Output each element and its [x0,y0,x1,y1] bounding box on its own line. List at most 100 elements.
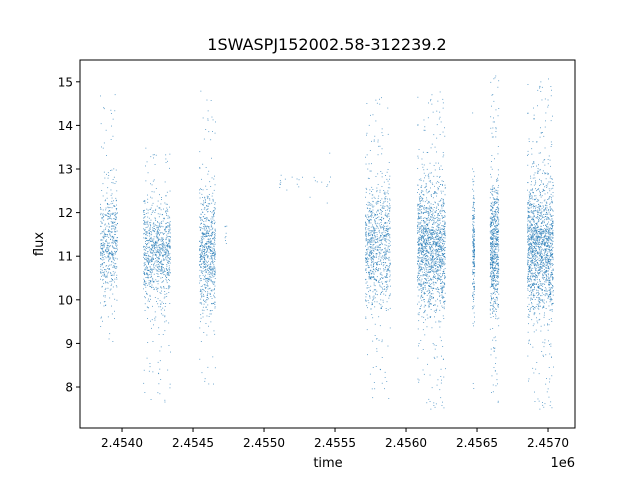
data-point [157,258,159,260]
data-point [430,287,432,289]
data-point [152,238,154,240]
data-point [430,234,432,236]
data-point [371,186,373,188]
data-point [493,367,495,368]
data-point [374,220,376,222]
data-point [112,341,114,342]
data-point [206,99,208,101]
data-point [380,286,382,288]
data-point [387,180,389,182]
data-point [107,282,109,284]
data-point [436,124,438,126]
data-point [147,216,149,218]
data-point [161,266,163,267]
data-point [438,251,440,253]
data-point [490,210,492,212]
data-point [381,232,382,234]
data-point [143,200,145,202]
data-point [155,241,157,243]
data-point [425,233,427,235]
data-point [493,337,495,339]
data-point [420,223,422,225]
data-point [376,264,377,265]
data-point [200,188,201,190]
data-point [385,262,387,264]
data-point [433,243,434,245]
data-point [384,222,386,224]
data-point [151,252,153,254]
data-point [151,260,153,262]
data-point [367,204,369,206]
data-point [492,286,494,288]
data-point [438,261,440,263]
data-point [161,247,163,249]
data-point [103,107,105,109]
data-point [437,278,439,279]
data-point [432,232,434,234]
data-point [153,268,154,270]
data-point [200,290,202,292]
data-point [426,314,428,316]
data-point [160,237,162,239]
data-point [421,260,423,262]
data-point [209,313,211,315]
data-point [154,247,156,249]
data-point [167,255,168,257]
data-point [491,283,492,285]
data-point [373,232,375,234]
data-point [433,220,435,221]
data-point [114,240,116,241]
data-point [433,239,435,241]
data-point [114,250,116,252]
data-point [472,269,474,271]
data-point [430,216,432,218]
data-point [422,267,424,268]
data-point [436,195,437,197]
data-point [366,260,368,262]
data-point [443,297,445,298]
data-point [210,243,211,245]
data-point [100,266,102,268]
data-point [116,247,118,249]
data-point [381,186,383,187]
data-point [367,228,369,230]
data-point [164,399,166,401]
data-point [148,282,150,284]
data-point [167,250,169,252]
data-point [151,252,153,254]
data-point [428,285,430,287]
data-point [211,222,213,224]
data-point [426,218,428,220]
data-point [113,273,115,275]
data-point [155,208,157,210]
data-point [209,243,211,245]
data-point [382,226,383,228]
data-point [104,291,106,293]
data-point [434,231,436,233]
data-point [433,276,435,278]
data-point [160,232,162,234]
data-point [370,237,372,239]
data-point [110,139,112,140]
data-point [438,291,439,293]
data-point [152,258,154,260]
data-point [147,300,149,302]
data-point [419,228,421,230]
data-point [153,273,155,275]
data-point [166,282,168,284]
data-point [368,178,370,179]
data-point [385,234,387,236]
data-point [205,263,207,265]
data-point [114,271,116,273]
data-point [107,287,109,289]
data-point [375,235,376,237]
data-point [417,226,419,228]
data-point [421,290,423,292]
data-point [210,218,212,220]
data-point [489,262,491,264]
data-point [206,195,208,197]
data-point [389,210,391,212]
data-point [472,283,474,285]
data-point [104,262,105,264]
data-point [115,285,117,287]
